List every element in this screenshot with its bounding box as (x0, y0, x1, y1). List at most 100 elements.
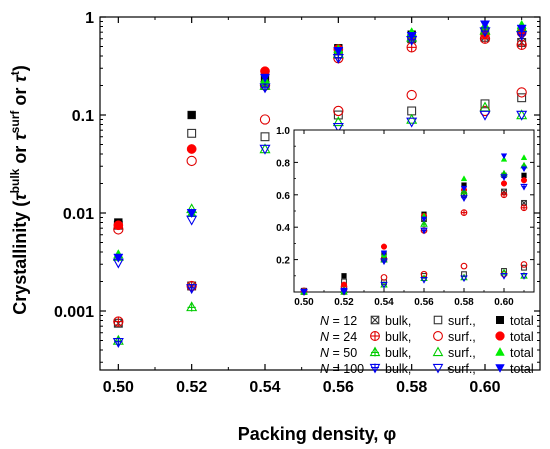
data-point-bulk-n24 (113, 316, 124, 327)
data-point-surf-n24 (333, 105, 344, 117)
x-tick-label: 0.54 (249, 379, 280, 396)
data-point-surf-n24 (406, 89, 417, 101)
inset-data-point-surf-n100 (380, 281, 388, 289)
legend-label-bulk: bulk, (385, 346, 411, 360)
inset-data-point-surf-n24 (380, 274, 388, 281)
inset-x-tick-label: 0.50 (294, 297, 314, 308)
inset-data-point-surf-n100 (520, 273, 528, 280)
legend-label-bulk: bulk, (385, 314, 411, 328)
inset-x-tick-label: 0.52 (334, 297, 354, 308)
data-point-surf-n12 (333, 110, 343, 120)
inset-data-point-total-n100 (380, 250, 388, 257)
inset-data-point-surf-n100 (500, 273, 508, 280)
y-tick-label: 0.1 (72, 108, 94, 125)
legend-n-label: N = 12 (320, 314, 357, 328)
legend-marker-surf-n50 (432, 346, 444, 357)
inset-y-tick-label: 0.4 (276, 223, 290, 234)
y-axis-title: Crystallinity (τbulk or τsurf or τt) (8, 65, 30, 314)
inset-data-point-total-n12 (341, 273, 347, 279)
legend-marker-total-n50 (495, 347, 505, 356)
data-point-surf-n24 (186, 155, 197, 167)
inset-data-point-surf-n12 (461, 271, 467, 278)
inset-data-point-surf-n50 (460, 273, 468, 281)
inset-data-point-total-n24 (380, 243, 388, 250)
x-tick-label: 0.52 (176, 379, 207, 396)
data-point-total-n24 (186, 144, 197, 154)
data-point-total-n100 (333, 47, 344, 57)
inset-data-point-bulk-n100 (460, 195, 468, 202)
legend-marker-bulk-n24 (370, 331, 380, 341)
inset-x-tick-label: 0.54 (374, 297, 394, 308)
data-point-total-n100 (113, 253, 124, 263)
inset-data-point-total-n100 (420, 216, 428, 223)
legend-marker-total-n24 (495, 331, 505, 341)
inset-x-tick-label: 0.60 (494, 297, 514, 308)
data-point-surf-n12 (407, 106, 417, 116)
inset-data-point-surf-n24 (520, 261, 528, 268)
data-point-total-n12 (187, 110, 196, 120)
legend-n-label: N = 24 (320, 330, 357, 344)
data-point-surf-n100 (516, 110, 528, 121)
y-tick-label: 0.001 (54, 304, 94, 321)
inset-y-tick-label: 1.0 (276, 126, 290, 137)
inset-data-point-surf-n50 (500, 268, 508, 276)
legend-marker-surf-n24 (433, 331, 443, 341)
data-point-surf-n100 (332, 123, 344, 133)
legend-label-bulk: bulk, (385, 330, 411, 344)
data-point-total-n24 (113, 220, 124, 231)
legend-label-total: total (510, 346, 534, 360)
inset-data-point-surf-n100 (420, 277, 428, 284)
inset-y-tick-label: 0.2 (276, 256, 290, 267)
data-point-surf-n100 (479, 110, 491, 121)
legend-label-total: total (510, 314, 534, 328)
data-point-surf-n50 (406, 113, 418, 124)
data-point-surf-n100 (259, 144, 271, 155)
inset-data-point-total-n100 (460, 185, 468, 192)
x-axis-title: Packing density, φ (238, 424, 397, 444)
inset-data-point-surf-n24 (460, 262, 468, 270)
inset-data-point-bulk-n100 (520, 183, 528, 191)
data-point-surf-n100 (406, 117, 418, 128)
inset-data-point-total-n12 (521, 172, 527, 178)
main-plot-area: 0.50 0.52 0.54 0.56 0.58 0.60 0.001 0.01 0.1 1 (54, 10, 541, 396)
legend-label-bulk: bulk, (385, 362, 411, 376)
legend-label-total: total (510, 362, 534, 376)
legend-label-surf: surf., (448, 314, 476, 328)
inset-data-point-bulk-n24 (520, 204, 528, 212)
data-point-total-n100 (516, 24, 527, 34)
inset-data-point-total-n100 (340, 287, 348, 294)
legend-marker-surf-n12 (433, 315, 443, 325)
legend-marker-total-n12 (496, 316, 504, 324)
inset-x-tick-label: 0.58 (454, 297, 474, 308)
data-point-total-n100 (479, 20, 491, 30)
chart-legend: N = 12 bulk, surf., total N = 24 bulk, surf., t… (320, 314, 534, 376)
data-point-bulk-n100 (112, 337, 124, 348)
data-point-total-n100 (259, 73, 271, 83)
y-tick-label: 0.01 (63, 206, 94, 223)
inset-data-point-total-n24 (520, 177, 528, 184)
legend-label-surf: surf., (448, 346, 476, 360)
inset-y-tick-label: 0.6 (276, 191, 290, 202)
legend-marker-bulk-n100 (369, 363, 381, 374)
inset-data-point-surf-n100 (460, 275, 468, 283)
data-point-bulk-n100 (259, 83, 271, 94)
legend-label-surf: surf., (448, 330, 476, 344)
legend-n-label: N = 50 (320, 346, 357, 360)
legend-label-total: total (510, 330, 534, 344)
inset-x-tick-label: 0.56 (414, 297, 434, 308)
data-point-surf-n50 (332, 116, 344, 127)
legend-marker-total-n100 (495, 364, 505, 373)
inset-data-point-total-n100 (300, 288, 308, 295)
y-tick-label: 1 (85, 10, 94, 27)
main-plot-frame (99, 16, 541, 371)
inset-data-point-bulk-n100 (500, 174, 508, 181)
inset-data-point-surf-n24 (420, 270, 428, 278)
inset-data-point-total-n50 (520, 154, 528, 161)
legend-marker-bulk-n12 (370, 315, 380, 325)
inset-frame (293, 129, 535, 293)
inset-data-point-bulk-n50 (420, 220, 428, 227)
inset-data-point-total-n100 (500, 153, 508, 160)
inset-data-point-bulk-n24 (500, 191, 508, 199)
data-point-surf-n12 (187, 128, 197, 138)
